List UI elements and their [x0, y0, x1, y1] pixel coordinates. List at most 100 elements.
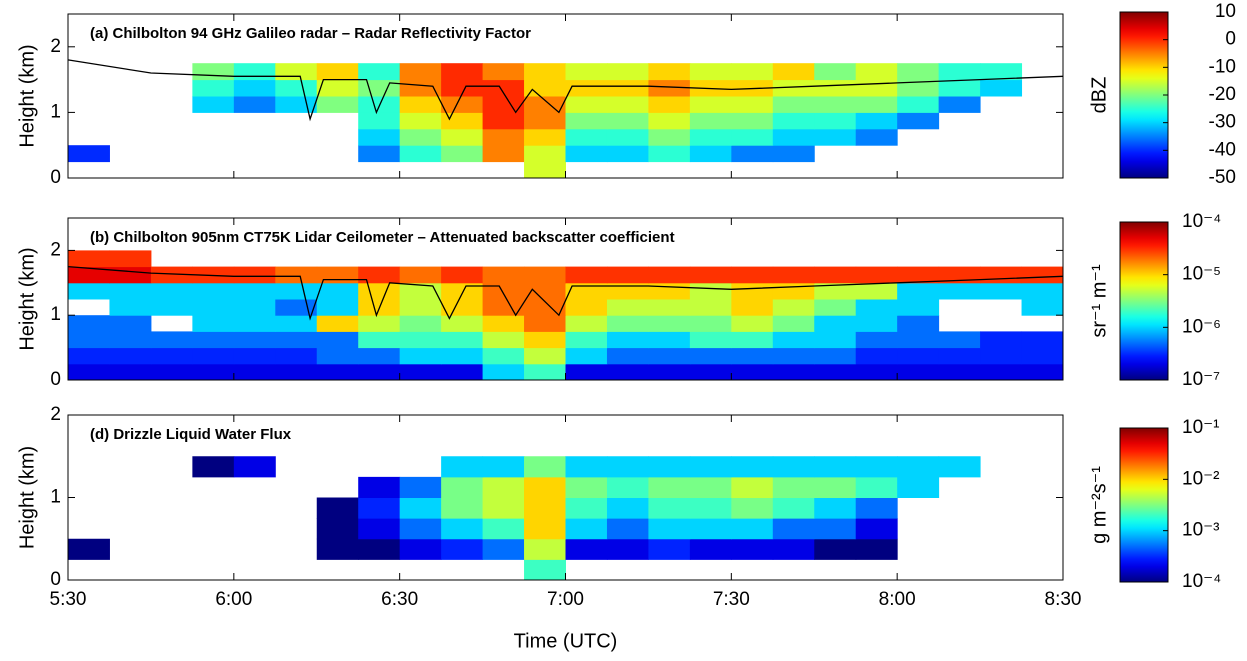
heatmap-cell: [441, 145, 484, 163]
heatmap-cell: [772, 282, 815, 300]
heatmap-cell: [68, 315, 110, 332]
heatmap-cell: [897, 79, 940, 97]
heatmap-cell: [275, 282, 318, 300]
heatmap-cell: [233, 282, 276, 300]
heatmap-cell: [897, 266, 940, 284]
heatmap-cell: [1021, 363, 1064, 381]
y-axis-label: Height (km): [16, 247, 38, 350]
heatmap-cell: [689, 363, 732, 381]
heatmap-cell: [606, 96, 649, 113]
heatmap-cell: [482, 456, 525, 478]
heatmap-cell: [565, 363, 608, 381]
heatmap-cell: [150, 347, 193, 365]
heatmap-cell: [689, 96, 732, 113]
heatmap-cell: [233, 331, 276, 349]
heatmap-cell: [648, 497, 691, 519]
heatmap-cell: [275, 63, 318, 81]
heatmap-cell: [524, 456, 566, 478]
heatmap-cell: [731, 347, 774, 365]
heatmap-cell: [772, 128, 815, 146]
heatmap-cell: [358, 538, 401, 560]
heatmap-cell: [648, 266, 691, 284]
heatmap-cell: [814, 538, 857, 560]
heatmap-cell: [689, 145, 732, 163]
heatmap-cell: [606, 456, 649, 478]
heatmap-cell: [399, 363, 442, 381]
heatmap-cell: [731, 315, 774, 332]
heatmap-cell: [524, 282, 566, 300]
heatmap-cell: [855, 538, 898, 560]
heatmap-cell: [565, 347, 608, 365]
heatmap-cell: [524, 363, 566, 381]
heatmap-cell: [441, 63, 484, 81]
heatmap-cell: [606, 282, 649, 300]
heatmap-cell: [275, 315, 318, 332]
cloud-line: [67, 59, 1064, 122]
heatmap-cell: [482, 63, 525, 81]
heatmap-cell: [606, 315, 649, 332]
heatmap-cell: [731, 497, 774, 519]
heatmap-cell: [855, 299, 898, 316]
heatmap-cell: [938, 363, 981, 381]
heatmap-cell: [731, 112, 774, 130]
heatmap-cell: [565, 145, 608, 163]
heatmap-cell: [192, 96, 235, 113]
heatmap-cell: [855, 497, 898, 519]
colorbar-label: dBZ: [1088, 77, 1110, 114]
heatmap-cell: [689, 266, 732, 284]
heatmap-cell: [565, 518, 608, 540]
heatmap-cell: [109, 266, 152, 284]
heatmap-cell: [482, 363, 525, 381]
heatmap-cell: [524, 145, 566, 163]
heatmap-cell: [606, 145, 649, 163]
heatmap-cell: [606, 347, 649, 365]
heatmap-cell: [731, 538, 774, 560]
heatmap-cell: [606, 266, 649, 284]
heatmap-cell: [814, 299, 857, 316]
heatmap-cell: [606, 128, 649, 146]
heatmap-cell: [441, 282, 484, 300]
x-tick-label: 6:00: [215, 589, 252, 610]
heatmap-cell: [358, 128, 401, 146]
heatmap-cell: [855, 266, 898, 284]
x-axis-label: Time (UTC): [514, 630, 618, 652]
heatmap-cell: [358, 363, 401, 381]
heatmap-cell: [855, 128, 898, 146]
heatmap-cell: [109, 299, 152, 316]
heatmap-cell: [233, 347, 276, 365]
y-axis-label: Height (km): [16, 446, 38, 549]
heatmap-cell: [233, 363, 276, 381]
colorbar-tick-label: 10⁻²: [1182, 468, 1220, 489]
heatmap-cell: [731, 476, 774, 498]
heatmap-cell: [1021, 266, 1064, 284]
heatmap-cell: [399, 266, 442, 284]
heatmap-cell: [192, 363, 235, 381]
heatmap-cell: [482, 79, 525, 97]
heatmap-cell: [441, 96, 484, 113]
heatmap-cell: [648, 112, 691, 130]
heatmap-cell: [648, 79, 691, 97]
heatmap-cell: [565, 497, 608, 519]
heatmap-cell: [980, 266, 1023, 284]
heatmap-cell: [814, 315, 857, 332]
heatmap-cell: [316, 315, 359, 332]
heatmap-cell: [524, 497, 566, 519]
x-tick-label: 8:00: [879, 589, 916, 610]
heatmap-cell: [772, 96, 815, 113]
heatmap-cell: [689, 128, 732, 146]
heatmap-cell: [68, 347, 110, 365]
heatmap-cell: [358, 347, 401, 365]
heatmap-cell: [648, 63, 691, 81]
heatmap-cell: [731, 331, 774, 349]
heatmap-cell: [648, 538, 691, 560]
heatmap-cell: [358, 112, 401, 130]
heatmap-cell: [524, 112, 566, 130]
heatmap-cell: [565, 538, 608, 560]
heatmap-cell: [358, 266, 401, 284]
heatmap-cell: [606, 497, 649, 519]
y-tick-label: 0: [50, 167, 61, 188]
colorbar-tick-label: -20: [1209, 84, 1236, 105]
heatmap-cell: [980, 347, 1023, 365]
heatmap-cell: [565, 282, 608, 300]
colorbar-label: sr⁻¹ m⁻¹: [1088, 264, 1110, 338]
